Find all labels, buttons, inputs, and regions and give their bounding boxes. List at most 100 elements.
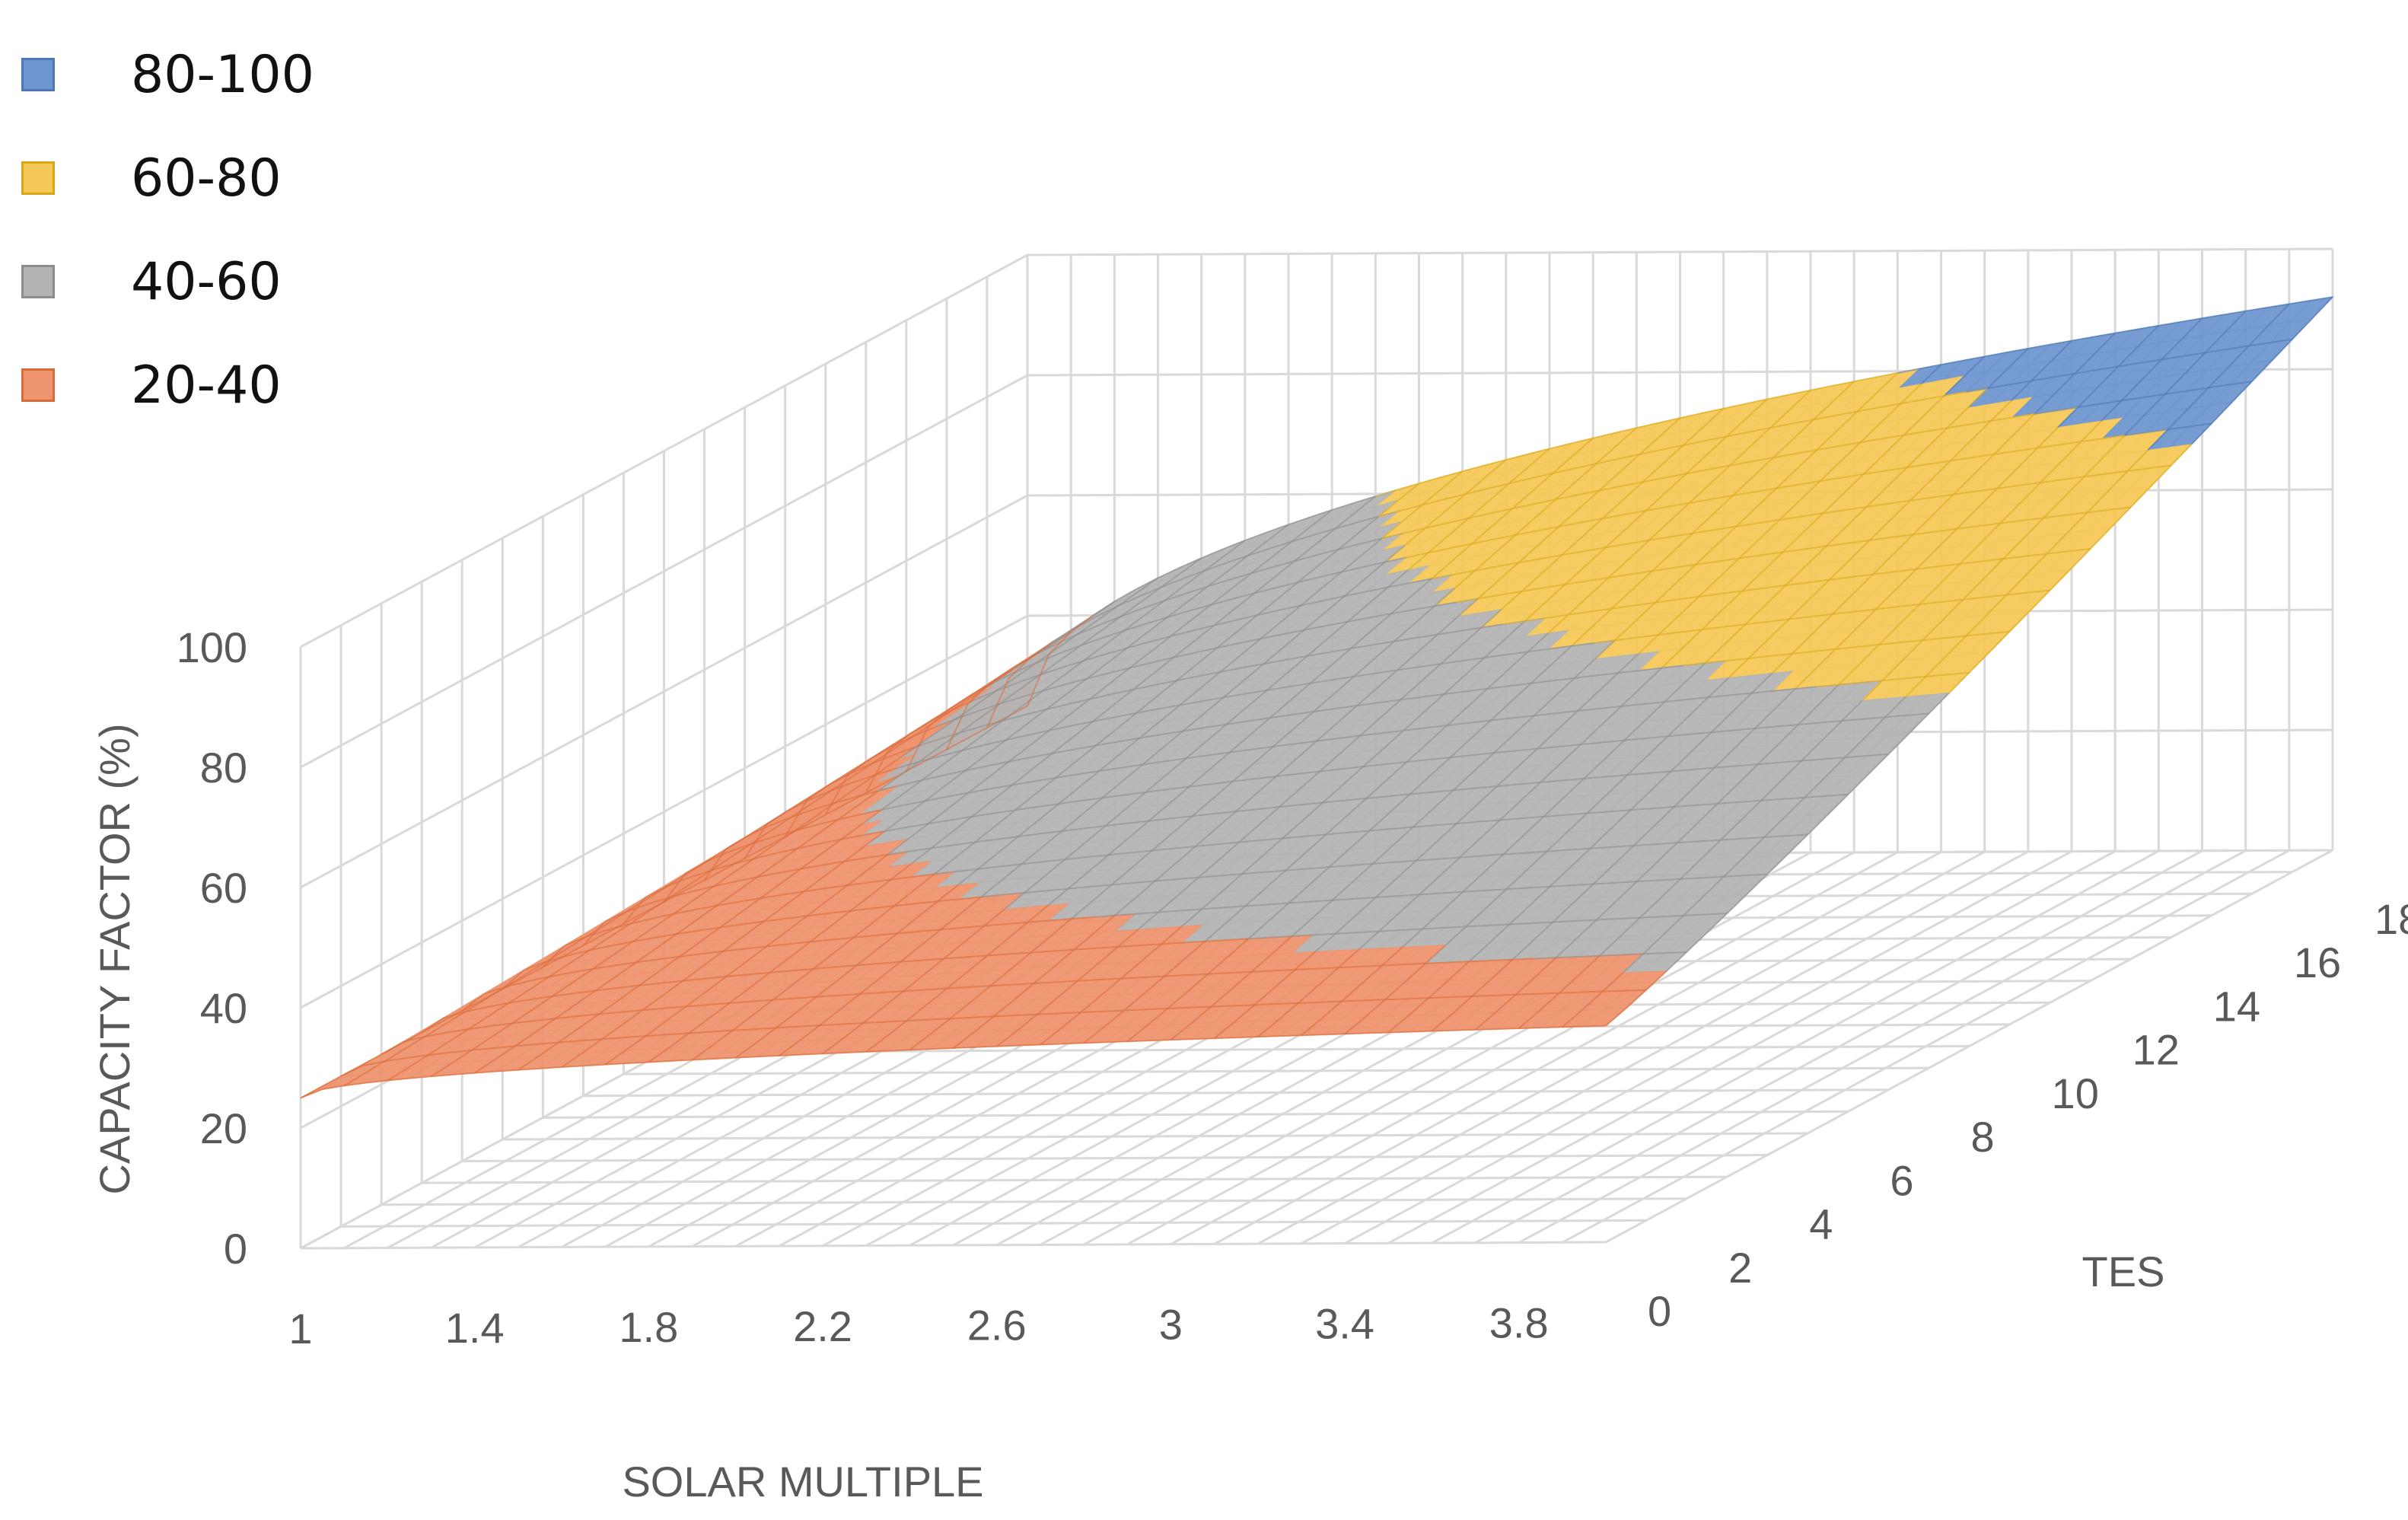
surface-mesh-line-x	[1923, 395, 1945, 416]
surface-mesh-line-x	[1454, 569, 1476, 589]
surface-mesh-line-y	[1745, 873, 1768, 877]
surface-mesh-line-x	[676, 919, 698, 935]
surface-mesh-line-y	[449, 1049, 472, 1053]
surface-mesh-line-x	[645, 1021, 667, 1037]
surface-mesh-line-x	[1948, 672, 1970, 694]
surface-mesh-line-x	[822, 1037, 844, 1055]
surface-mesh-line-x	[1387, 1015, 1409, 1034]
surface-mesh-line-x	[1320, 571, 1343, 590]
surface-mesh-line-y	[1139, 734, 1161, 739]
y-tick-label: 6	[1890, 1156, 1913, 1204]
surface-mesh-line-y	[1301, 600, 1323, 607]
surface-mesh-line-x	[1959, 543, 1981, 565]
surface-mesh-line-x	[1368, 811, 1390, 832]
surface-mesh-line-x	[1431, 1013, 1453, 1032]
surface-mesh-line-y	[1142, 975, 1165, 979]
surface-mesh-line-x	[1731, 692, 1753, 714]
surface-mesh-line-x	[1446, 706, 1468, 726]
surface-mesh-line-x	[522, 966, 543, 980]
surface-mesh-line-x	[1037, 803, 1059, 821]
x-tick-label: 2.6	[967, 1302, 1027, 1350]
surface-mesh-line-y	[1671, 768, 1693, 773]
surface-mesh-line-y	[1866, 502, 1889, 508]
surface-mesh-line-x	[817, 819, 839, 835]
surface-mesh-line-y	[1266, 524, 1289, 534]
surface-mesh-line-y	[735, 876, 758, 883]
surface-mesh-line-x	[1195, 828, 1217, 847]
surface-mesh-line-x	[964, 754, 986, 772]
surface-mesh-line-x	[2161, 338, 2183, 361]
surface-mesh-line-y	[511, 1020, 534, 1024]
surface-mesh-line-x	[1080, 995, 1102, 1013]
surface-mesh-line-x	[2086, 491, 2108, 513]
surface-mesh-line-y	[804, 887, 827, 893]
surface-mesh-line-y	[2062, 476, 2085, 481]
surface-mesh-line-y	[1136, 911, 1158, 915]
surface-mesh-line-x	[1033, 966, 1055, 984]
surface-mesh-line-x	[1534, 696, 1556, 716]
surface-mesh-line-x	[2060, 441, 2082, 463]
surface-mesh-line-x	[1168, 785, 1190, 805]
surface-mesh-line-x	[1441, 891, 1464, 911]
surface-mesh-line-y	[1587, 811, 1609, 814]
surface-mesh-line-y	[766, 809, 789, 826]
surface-mesh-line-y	[676, 929, 699, 935]
surface-mesh-line-x	[1496, 766, 1518, 787]
surface-mesh-line-y	[1524, 850, 1547, 854]
surface-mesh-line-y	[1996, 484, 2019, 489]
surface-mesh-line-x	[1389, 793, 1411, 814]
surface-mesh-line-y	[1962, 355, 1985, 362]
surface-mesh-line-y	[1362, 561, 1385, 568]
surface-mesh-line-x	[1437, 616, 1459, 636]
surface-mesh-line-x	[1510, 682, 1532, 703]
surface-mesh-line-y	[471, 1047, 494, 1051]
surface-mesh-line-y	[524, 961, 546, 971]
surface-mesh-line-x	[1913, 514, 1935, 535]
surface-mesh-line-x	[1976, 488, 1998, 509]
surface-mesh-line-x	[1225, 905, 1246, 925]
surface-mesh-line-y	[729, 1000, 752, 1004]
surface-mesh-line-x	[1041, 830, 1062, 849]
surface-mesh-line-y	[496, 1069, 518, 1072]
surface-mesh-line-x	[755, 1027, 777, 1044]
surface-mesh-line-x	[1588, 577, 1610, 597]
surface-mesh-line-y	[1375, 895, 1398, 898]
surface-mesh-line-x	[1238, 824, 1260, 843]
surface-mesh-line-y	[875, 932, 897, 937]
surface-mesh-line-x	[648, 1047, 670, 1063]
legend-label-20-40: 20-40	[131, 355, 282, 416]
surface-mesh-line-y	[1481, 853, 1504, 857]
surface-mesh-line-x	[1578, 955, 1601, 976]
surface-mesh-line-x	[820, 838, 842, 855]
surface-mesh-line-y	[955, 710, 979, 720]
surface-mesh-line-x	[1311, 509, 1333, 527]
surface-mesh-line-y	[1428, 757, 1451, 761]
surface-mesh-line-x	[1872, 553, 1894, 575]
surface-mesh-line-y	[1061, 660, 1084, 669]
surface-mesh-line-x	[1629, 790, 1652, 811]
surface-mesh-line-x	[1749, 427, 1771, 448]
surface-mesh-line-y	[801, 864, 823, 870]
surface-mesh-line-x	[1183, 941, 1206, 960]
surface-mesh-line-x	[1569, 848, 1591, 868]
surface-mesh-line-x	[1690, 731, 1712, 753]
surface-mesh-line-y	[1432, 789, 1454, 793]
surface-mesh-line-y	[1636, 879, 1659, 883]
surface-mesh-line-x	[1031, 752, 1053, 770]
surface-mesh-line-y	[1857, 406, 1880, 413]
surface-mesh-line-x	[2101, 400, 2123, 422]
surface-mesh-line-x	[1204, 555, 1225, 572]
surface-mesh-line-y	[667, 877, 690, 887]
surface-mesh-line-x	[898, 761, 919, 777]
surface-mesh-line-y	[1969, 419, 1992, 425]
surface-mesh-line-x	[1575, 919, 1597, 940]
surface-mesh-line-y	[2127, 467, 2150, 472]
surface-mesh-line-y	[639, 982, 661, 986]
surface-mesh-line-x	[1261, 837, 1283, 857]
surface-mesh-line-x	[1243, 663, 1265, 682]
surface-mesh-line-y	[744, 824, 768, 859]
surface-mesh-line-x	[904, 800, 926, 817]
surface-mesh-line-y	[1826, 542, 1849, 547]
surface-mesh-line-x	[1537, 729, 1559, 750]
surface-mesh-line-x	[1898, 604, 1920, 626]
